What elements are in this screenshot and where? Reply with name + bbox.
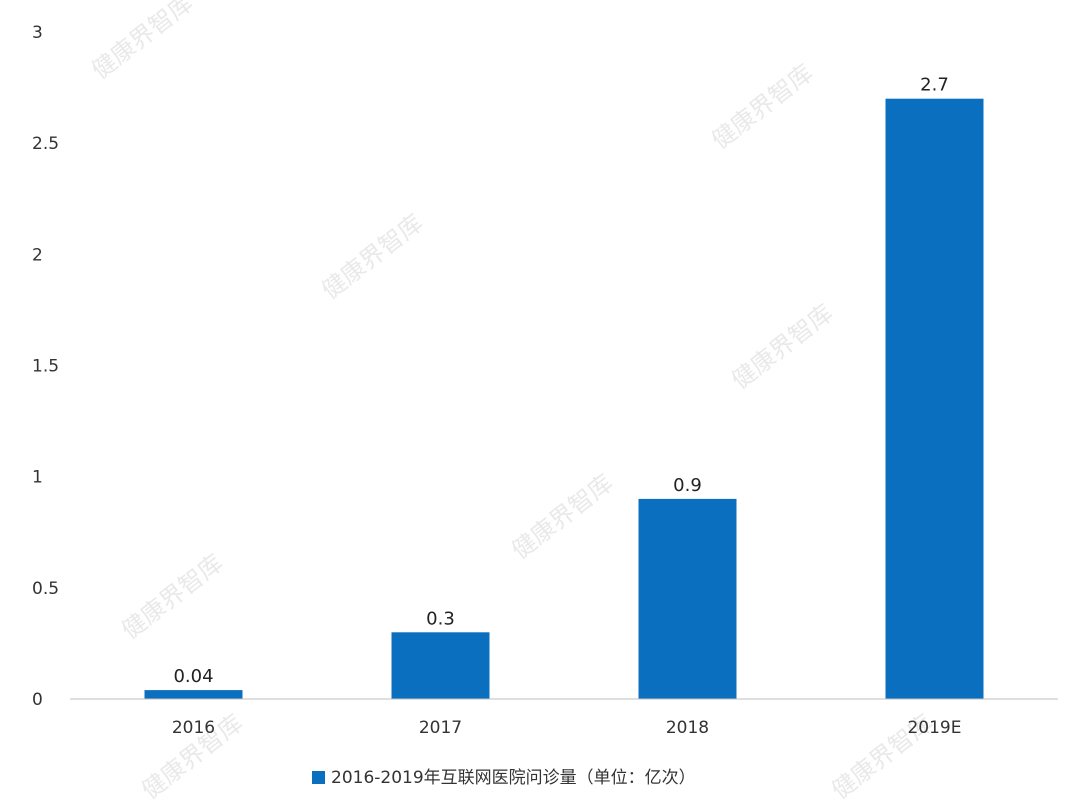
bar-2017 — [391, 632, 490, 699]
legend-label: 2016-2019年互联网医院问诊量（单位：亿次） — [331, 768, 696, 788]
y-axis: 0 0.5 1 1.5 2 2.5 3 — [32, 23, 59, 710]
bars-group: 0.04 0.3 0.9 2.7 — [144, 75, 984, 699]
data-label: 0.04 — [173, 666, 213, 687]
data-label: 0.3 — [426, 608, 455, 629]
x-tick-label: 2017 — [419, 718, 462, 738]
watermark-text: 健康界智库 — [506, 469, 618, 565]
x-tick-label: 2018 — [666, 718, 709, 738]
x-tick-label: 2019E — [907, 718, 961, 738]
bar-2016 — [144, 690, 243, 699]
y-tick-label: 2 — [32, 245, 43, 265]
y-tick-label: 0.5 — [32, 579, 59, 599]
legend: 2016-2019年互联网医院问诊量（单位：亿次） — [312, 768, 696, 788]
watermark-text: 健康界智库 — [726, 299, 838, 395]
x-tick-label: 2016 — [172, 718, 215, 738]
legend-swatch — [312, 771, 325, 784]
y-tick-label: 0 — [32, 690, 43, 710]
bar-2019E — [885, 98, 984, 699]
y-tick-label: 1 — [32, 468, 43, 488]
data-label: 0.9 — [673, 475, 702, 496]
watermark-text: 健康界智库 — [86, 0, 198, 85]
watermark-text: 健康界智库 — [706, 59, 818, 155]
y-tick-label: 1.5 — [32, 357, 59, 377]
y-tick-label: 2.5 — [32, 134, 59, 154]
watermark-text: 健康界智库 — [116, 549, 228, 645]
watermark-text: 健康界智库 — [316, 209, 428, 305]
data-label: 2.7 — [920, 75, 949, 96]
bar-2018 — [638, 498, 737, 699]
x-axis: 2016 2017 2018 2019E — [70, 698, 1058, 738]
y-tick-label: 3 — [32, 23, 43, 43]
